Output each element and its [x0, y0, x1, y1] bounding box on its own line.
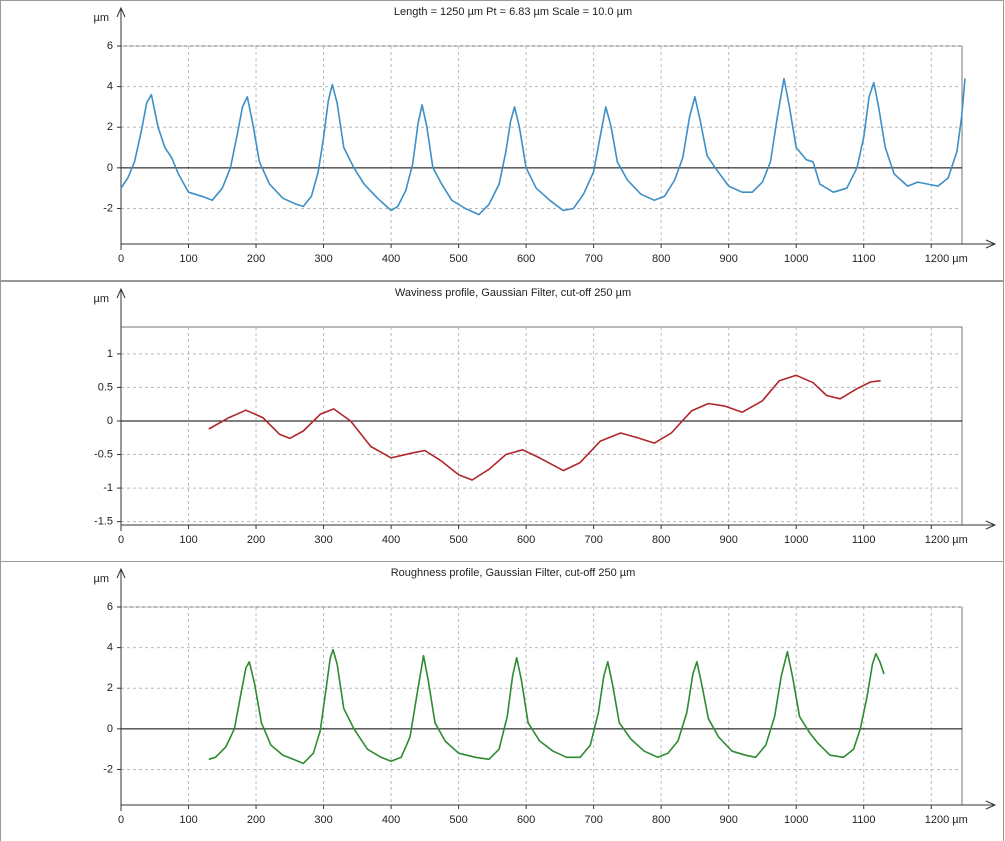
- profile-line: [208, 374, 881, 481]
- x-tick-label: 400: [382, 253, 400, 265]
- y-tick-label: -1: [103, 482, 113, 494]
- x-tick-label: 600: [517, 814, 535, 826]
- x-tick-label: 500: [449, 814, 467, 826]
- x-tick-label: 1200 µm: [925, 253, 968, 265]
- y-tick-label: 0: [107, 415, 113, 427]
- y-tick-label: 0.5: [98, 381, 113, 393]
- x-tick-label: 900: [720, 534, 738, 546]
- x-axis: [121, 800, 997, 810]
- x-tick-label: 100: [179, 814, 197, 826]
- x-tick-label: 700: [584, 814, 602, 826]
- x-tick-label: 1000: [784, 253, 808, 265]
- profile-line: [120, 77, 966, 216]
- chart-title: Length = 1250 µm Pt = 6.83 µm Scale = 10…: [394, 6, 632, 18]
- y-axis: [116, 6, 126, 250]
- chart-title: Waviness profile, Gaussian Filter, cut-o…: [395, 287, 631, 299]
- y-axis: [116, 567, 126, 811]
- chart-title: Roughness profile, Gaussian Filter, cut-…: [391, 567, 636, 579]
- x-tick-label: 1100: [852, 814, 876, 826]
- panel-frame: [0, 561, 1004, 841]
- y-tick-label: 6: [107, 40, 113, 52]
- x-tick-label: 600: [517, 534, 535, 546]
- x-tick-label: 100: [179, 253, 197, 265]
- x-tick-label: 600: [517, 253, 535, 265]
- y-tick-label: -2: [103, 202, 113, 214]
- x-tick-label: 800: [652, 814, 670, 826]
- x-tick-label: 200: [247, 253, 265, 265]
- y-tick-label: 2: [107, 682, 113, 694]
- y-tick-label: 0: [107, 162, 113, 174]
- x-tick-label: 400: [382, 814, 400, 826]
- x-tick-label: 700: [584, 534, 602, 546]
- x-tick-label: 300: [314, 534, 332, 546]
- x-tick-label: 300: [314, 253, 332, 265]
- y-tick-label: 2: [107, 121, 113, 133]
- y-tick-label: -1.5: [94, 516, 113, 528]
- y-tick-label: 0: [107, 723, 113, 735]
- x-tick-label: 1100: [852, 534, 876, 546]
- y-unit-label: µm: [93, 12, 109, 24]
- x-tick-label: 500: [449, 534, 467, 546]
- x-tick-label: 100: [179, 534, 197, 546]
- profile-line: [208, 648, 885, 765]
- y-tick-label: 4: [107, 642, 113, 654]
- x-tick-label: 1000: [784, 534, 808, 546]
- x-tick-label: 1000: [784, 814, 808, 826]
- y-tick-label: -2: [103, 763, 113, 775]
- y-unit-label: µm: [93, 573, 109, 585]
- x-tick-label: 200: [247, 814, 265, 826]
- y-tick-label: -0.5: [94, 448, 113, 460]
- x-tick-label: 300: [314, 814, 332, 826]
- x-tick-label: 800: [652, 534, 670, 546]
- x-tick-label: 800: [652, 253, 670, 265]
- x-tick-label: 700: [584, 253, 602, 265]
- x-tick-label: 1200 µm: [925, 534, 968, 546]
- y-tick-label: 1: [107, 348, 113, 360]
- y-axis: [116, 287, 126, 531]
- x-tick-label: 200: [247, 534, 265, 546]
- x-tick-label: 0: [118, 253, 124, 265]
- x-tick-label: 500: [449, 253, 467, 265]
- x-tick-label: 0: [118, 814, 124, 826]
- x-tick-label: 900: [720, 253, 738, 265]
- y-tick-label: 4: [107, 81, 113, 93]
- x-tick-label: 0: [118, 534, 124, 546]
- panel-frame: [0, 281, 1004, 562]
- x-axis: [121, 239, 997, 249]
- x-axis: [121, 520, 997, 530]
- panel-frame: [0, 0, 1004, 281]
- y-tick-label: 6: [107, 601, 113, 613]
- x-tick-label: 900: [720, 814, 738, 826]
- x-tick-label: 400: [382, 534, 400, 546]
- y-unit-label: µm: [93, 293, 109, 305]
- x-tick-label: 1100: [852, 253, 876, 265]
- x-tick-label: 1200 µm: [925, 814, 968, 826]
